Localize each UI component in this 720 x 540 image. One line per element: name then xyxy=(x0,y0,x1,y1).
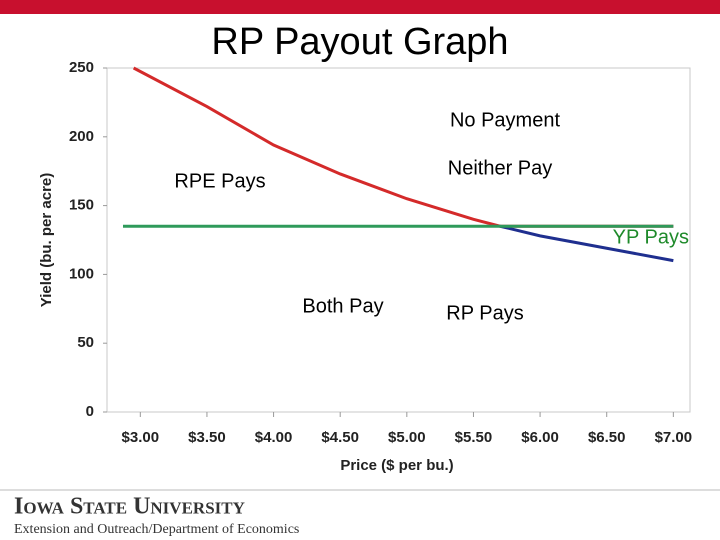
x-tick-label: $3.00 xyxy=(122,429,160,446)
x-tick-label: $7.00 xyxy=(655,429,693,446)
x-tick-label: $5.50 xyxy=(455,429,493,446)
y-tick-label: 100 xyxy=(69,265,94,282)
footer-university: Iowa State University xyxy=(14,494,245,520)
x-tick-label: $6.00 xyxy=(521,429,559,446)
chart-title: RP Payout Graph xyxy=(211,21,508,63)
y-tick-label: 50 xyxy=(77,334,94,351)
y-tick-label: 0 xyxy=(86,403,94,420)
x-tick-label: $4.00 xyxy=(255,429,293,446)
data-line xyxy=(499,224,674,263)
annotation: YP Pays xyxy=(613,226,689,248)
footer-department: Extension and Outreach/Department of Eco… xyxy=(14,522,299,537)
annotation: RP Pays xyxy=(446,302,523,324)
annotation: No Payment xyxy=(450,109,560,131)
x-tick-label: $4.50 xyxy=(321,429,359,446)
x-tick-label: $5.00 xyxy=(388,429,426,446)
top-bar xyxy=(0,0,720,14)
x-axis-label: Price ($ per bu.) xyxy=(340,457,453,474)
annotation: Both Pay xyxy=(302,295,383,317)
x-tick-label: $3.50 xyxy=(188,429,226,446)
y-axis-label: Yield (bu. per acre) xyxy=(38,173,55,307)
annotation: Neither Pay xyxy=(448,157,553,179)
annotation: RPE Pays xyxy=(174,170,265,192)
data-line xyxy=(132,66,674,228)
y-tick-label: 250 xyxy=(69,59,94,76)
y-tick-label: 150 xyxy=(69,197,94,214)
plot-frame xyxy=(106,67,691,413)
y-tick-label: 200 xyxy=(69,128,94,145)
x-tick-label: $6.50 xyxy=(588,429,626,446)
